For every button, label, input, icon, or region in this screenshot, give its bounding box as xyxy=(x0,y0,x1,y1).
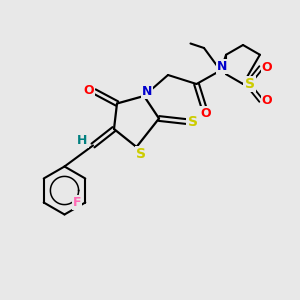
Text: S: S xyxy=(244,77,255,91)
Text: O: O xyxy=(84,83,94,97)
Text: N: N xyxy=(217,60,227,74)
Text: N: N xyxy=(142,85,152,98)
Text: S: S xyxy=(136,148,146,161)
Text: S: S xyxy=(188,115,198,128)
Text: O: O xyxy=(200,107,211,120)
Text: F: F xyxy=(73,196,81,209)
Text: H: H xyxy=(77,134,88,148)
Text: O: O xyxy=(262,94,272,107)
Text: O: O xyxy=(262,61,272,74)
